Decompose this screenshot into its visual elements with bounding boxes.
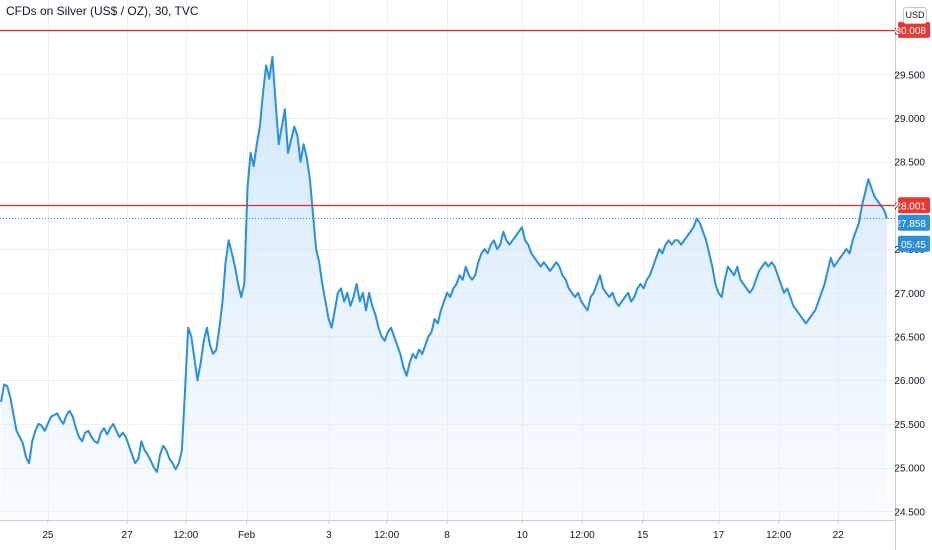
countdown-label: 05:45 bbox=[901, 240, 926, 251]
time-tick-label: 12:00 bbox=[570, 530, 595, 541]
time-tick-label: 12:00 bbox=[173, 530, 198, 541]
price-labels: 30.008 28.001 27.858 05:45 bbox=[895, 21, 930, 252]
level-label-bg bbox=[898, 21, 930, 38]
currency-button[interactable]: USD bbox=[903, 7, 927, 24]
time-tick-label: 3 bbox=[326, 530, 332, 541]
price-area-fill bbox=[1, 56, 887, 521]
time-tick-label: Feb bbox=[238, 530, 256, 541]
level-label-bg bbox=[898, 197, 930, 214]
level-label: 30.008 bbox=[895, 26, 926, 37]
symbol-title: CFDs on Silver (US$ / OZ), 30, TVC bbox=[6, 4, 199, 18]
time-tick-label: 22 bbox=[833, 530, 845, 541]
time-tick-label: 17 bbox=[713, 530, 725, 541]
price-tick-label: 29.000 bbox=[894, 114, 925, 125]
time-tick-label: 15 bbox=[637, 530, 649, 541]
horizontal-levels bbox=[0, 29, 895, 219]
countdown-label-bg bbox=[898, 235, 930, 252]
price-tick-label: 27.000 bbox=[894, 289, 925, 300]
time-tick-label: 10 bbox=[517, 530, 529, 541]
time-tick-label: 25 bbox=[42, 530, 54, 541]
level-label: 28.001 bbox=[895, 201, 926, 212]
time-axis[interactable]: 25 27 12:00 Feb 3 12:00 8 10 12:00 15 17 12:00 22 bbox=[42, 520, 844, 541]
price-tick-label: 25.000 bbox=[894, 464, 925, 475]
price-tick-label: 28.500 bbox=[894, 158, 925, 169]
current-price-label-bg bbox=[898, 214, 930, 231]
price-axis[interactable]: 24.50025.00025.50026.00026.50027.00027.5… bbox=[894, 27, 925, 519]
price-tick-label: 24.500 bbox=[894, 507, 925, 518]
time-tick-label: 27 bbox=[122, 530, 134, 541]
price-line bbox=[0, 55, 888, 473]
time-tick-label: 8 bbox=[444, 530, 450, 541]
price-tick-label: 25.500 bbox=[894, 420, 925, 431]
price-tick-label: 26.500 bbox=[894, 332, 925, 343]
price-tick-label: 26.000 bbox=[894, 376, 925, 387]
price-tick-label: 29.500 bbox=[894, 70, 925, 81]
current-price-label: 27.858 bbox=[895, 219, 926, 230]
time-tick-label: 12:00 bbox=[374, 530, 399, 541]
time-tick-label: 12:00 bbox=[766, 530, 791, 541]
